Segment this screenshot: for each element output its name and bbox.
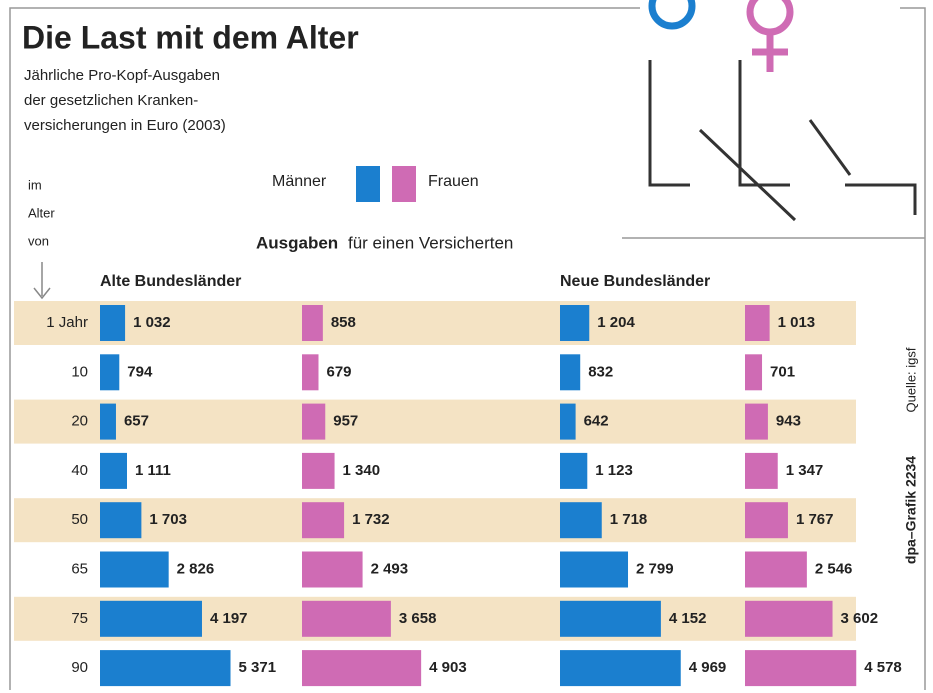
bar	[100, 305, 125, 341]
bar	[302, 552, 363, 588]
value-label: 1 013	[778, 314, 816, 331]
bar	[100, 552, 169, 588]
value-label: 2 546	[815, 560, 853, 577]
value-label: 679	[326, 363, 351, 380]
bar	[560, 502, 602, 538]
chart-title: Die Last mit dem Alter	[22, 19, 359, 55]
header-bold: Ausgaben	[256, 233, 338, 252]
bar	[302, 453, 335, 489]
age-label: im	[28, 177, 42, 192]
value-label: 5 371	[239, 659, 277, 676]
value-label: 794	[127, 363, 153, 380]
subtitle: der gesetzlichen Kranken-	[24, 92, 198, 109]
bar	[302, 305, 323, 341]
age-label: Alter	[28, 205, 55, 220]
value-label: 1 123	[595, 462, 633, 479]
frame	[10, 8, 925, 690]
value-label: 701	[770, 363, 795, 380]
bar	[560, 305, 589, 341]
value-label: 4 197	[210, 610, 248, 627]
bar	[302, 404, 325, 440]
legend-label: Frauen	[428, 173, 479, 190]
bar	[100, 404, 116, 440]
value-label: 957	[333, 413, 358, 430]
bar	[100, 354, 119, 390]
value-label: 657	[124, 413, 149, 430]
category-label: 40	[71, 462, 88, 479]
bar	[560, 650, 681, 686]
category-label: 50	[71, 511, 88, 528]
bar	[745, 404, 768, 440]
value-label: 2 493	[371, 560, 409, 577]
chart: Die Last mit dem Alter Ausgaben für eine…	[0, 0, 933, 693]
value-label: 4 578	[864, 659, 902, 676]
bar	[302, 502, 344, 538]
bar	[302, 650, 421, 686]
bar	[560, 404, 576, 440]
value-label: 2 826	[177, 560, 215, 577]
bar	[100, 650, 231, 686]
category-label: 10	[71, 363, 88, 380]
panel-title: Neue Bundesländer	[560, 273, 710, 290]
value-label: 1 732	[352, 511, 390, 528]
bar	[560, 552, 628, 588]
bar	[302, 354, 318, 390]
category-label: 1 Jahr	[46, 314, 88, 331]
value-label: 2 799	[636, 560, 674, 577]
value-label: 1 718	[610, 511, 648, 528]
bar	[100, 502, 141, 538]
value-label: 943	[776, 413, 801, 430]
legend-label: Männer	[272, 173, 327, 190]
bar	[745, 502, 788, 538]
source: Quelle: igsf	[903, 347, 918, 412]
value-label: 858	[331, 314, 356, 331]
value-label: 3 658	[399, 610, 437, 627]
category-label: 65	[71, 560, 88, 577]
value-label: 1 032	[133, 314, 171, 331]
category-label: 20	[71, 413, 88, 430]
value-label: 4 903	[429, 659, 467, 676]
bar	[745, 650, 856, 686]
legend-swatch	[392, 166, 416, 202]
value-label: 1 340	[343, 462, 381, 479]
illustration	[650, 0, 915, 220]
value-label: 1 767	[796, 511, 834, 528]
subtitle: Jährliche Pro-Kopf-Ausgaben	[24, 67, 220, 84]
age-label: von	[28, 233, 49, 248]
value-label: 1 111	[135, 462, 171, 479]
value-label: 1 347	[786, 462, 824, 479]
bar	[745, 354, 762, 390]
header: für einen Versicherten	[348, 233, 513, 252]
legend-swatch	[356, 166, 380, 202]
value-label: 642	[584, 413, 609, 430]
bar	[100, 601, 202, 637]
credit: dpa–Grafik 2234	[903, 456, 919, 564]
subtitle: versicherungen in Euro (2003)	[24, 117, 226, 134]
arrow	[34, 262, 50, 298]
category-label: 90	[71, 659, 88, 676]
bar	[745, 552, 807, 588]
value-label: 4 152	[669, 610, 707, 627]
bar	[560, 453, 587, 489]
value-label: 4 969	[689, 659, 727, 676]
value-label: 3 602	[841, 610, 879, 627]
panel-title: Alte Bundesländer	[100, 273, 241, 290]
value-label: 1 204	[597, 314, 635, 331]
bar	[302, 601, 391, 637]
bar	[560, 354, 580, 390]
bar	[745, 453, 778, 489]
category-label: 75	[71, 610, 88, 627]
bar	[100, 453, 127, 489]
bar	[560, 601, 661, 637]
value-label: 1 703	[149, 511, 187, 528]
bar	[745, 305, 770, 341]
value-label: 832	[588, 363, 613, 380]
bar	[745, 601, 833, 637]
